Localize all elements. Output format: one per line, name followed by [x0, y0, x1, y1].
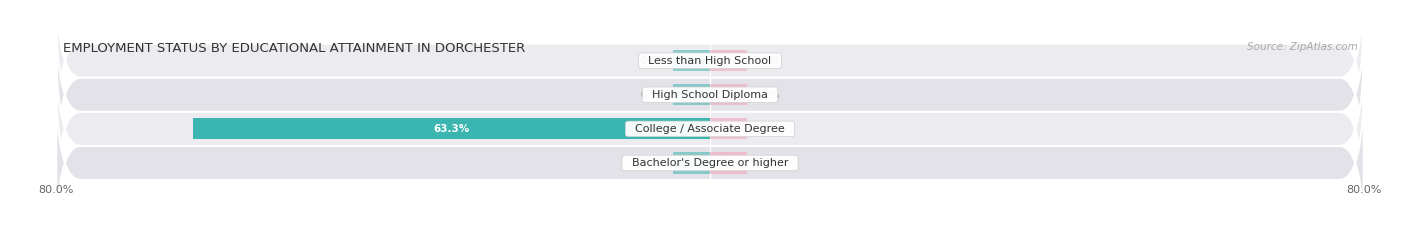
- Text: 63.3%: 63.3%: [433, 124, 470, 134]
- Text: Bachelor's Degree or higher: Bachelor's Degree or higher: [624, 158, 796, 168]
- FancyBboxPatch shape: [56, 78, 1364, 233]
- Text: Less than High School: Less than High School: [641, 56, 779, 66]
- Bar: [710, 118, 747, 140]
- Bar: [673, 50, 710, 71]
- Text: 0.0%: 0.0%: [641, 90, 666, 100]
- Bar: [673, 152, 710, 174]
- Text: 0.0%: 0.0%: [641, 56, 666, 66]
- Text: 0.0%: 0.0%: [641, 158, 666, 168]
- Text: EMPLOYMENT STATUS BY EDUCATIONAL ATTAINMENT IN DORCHESTER: EMPLOYMENT STATUS BY EDUCATIONAL ATTAINM…: [63, 42, 524, 55]
- FancyBboxPatch shape: [56, 10, 1364, 180]
- FancyBboxPatch shape: [56, 44, 1364, 214]
- Bar: [710, 50, 747, 71]
- Text: College / Associate Degree: College / Associate Degree: [628, 124, 792, 134]
- Bar: [673, 84, 710, 105]
- Bar: [710, 84, 747, 105]
- Text: 0.0%: 0.0%: [754, 90, 779, 100]
- Bar: [710, 152, 747, 174]
- Bar: [193, 118, 710, 140]
- Text: 0.0%: 0.0%: [754, 158, 779, 168]
- Text: Source: ZipAtlas.com: Source: ZipAtlas.com: [1247, 42, 1357, 52]
- Text: 0.0%: 0.0%: [754, 56, 779, 66]
- Text: High School Diploma: High School Diploma: [645, 90, 775, 100]
- FancyBboxPatch shape: [56, 0, 1364, 146]
- Text: 0.0%: 0.0%: [754, 124, 779, 134]
